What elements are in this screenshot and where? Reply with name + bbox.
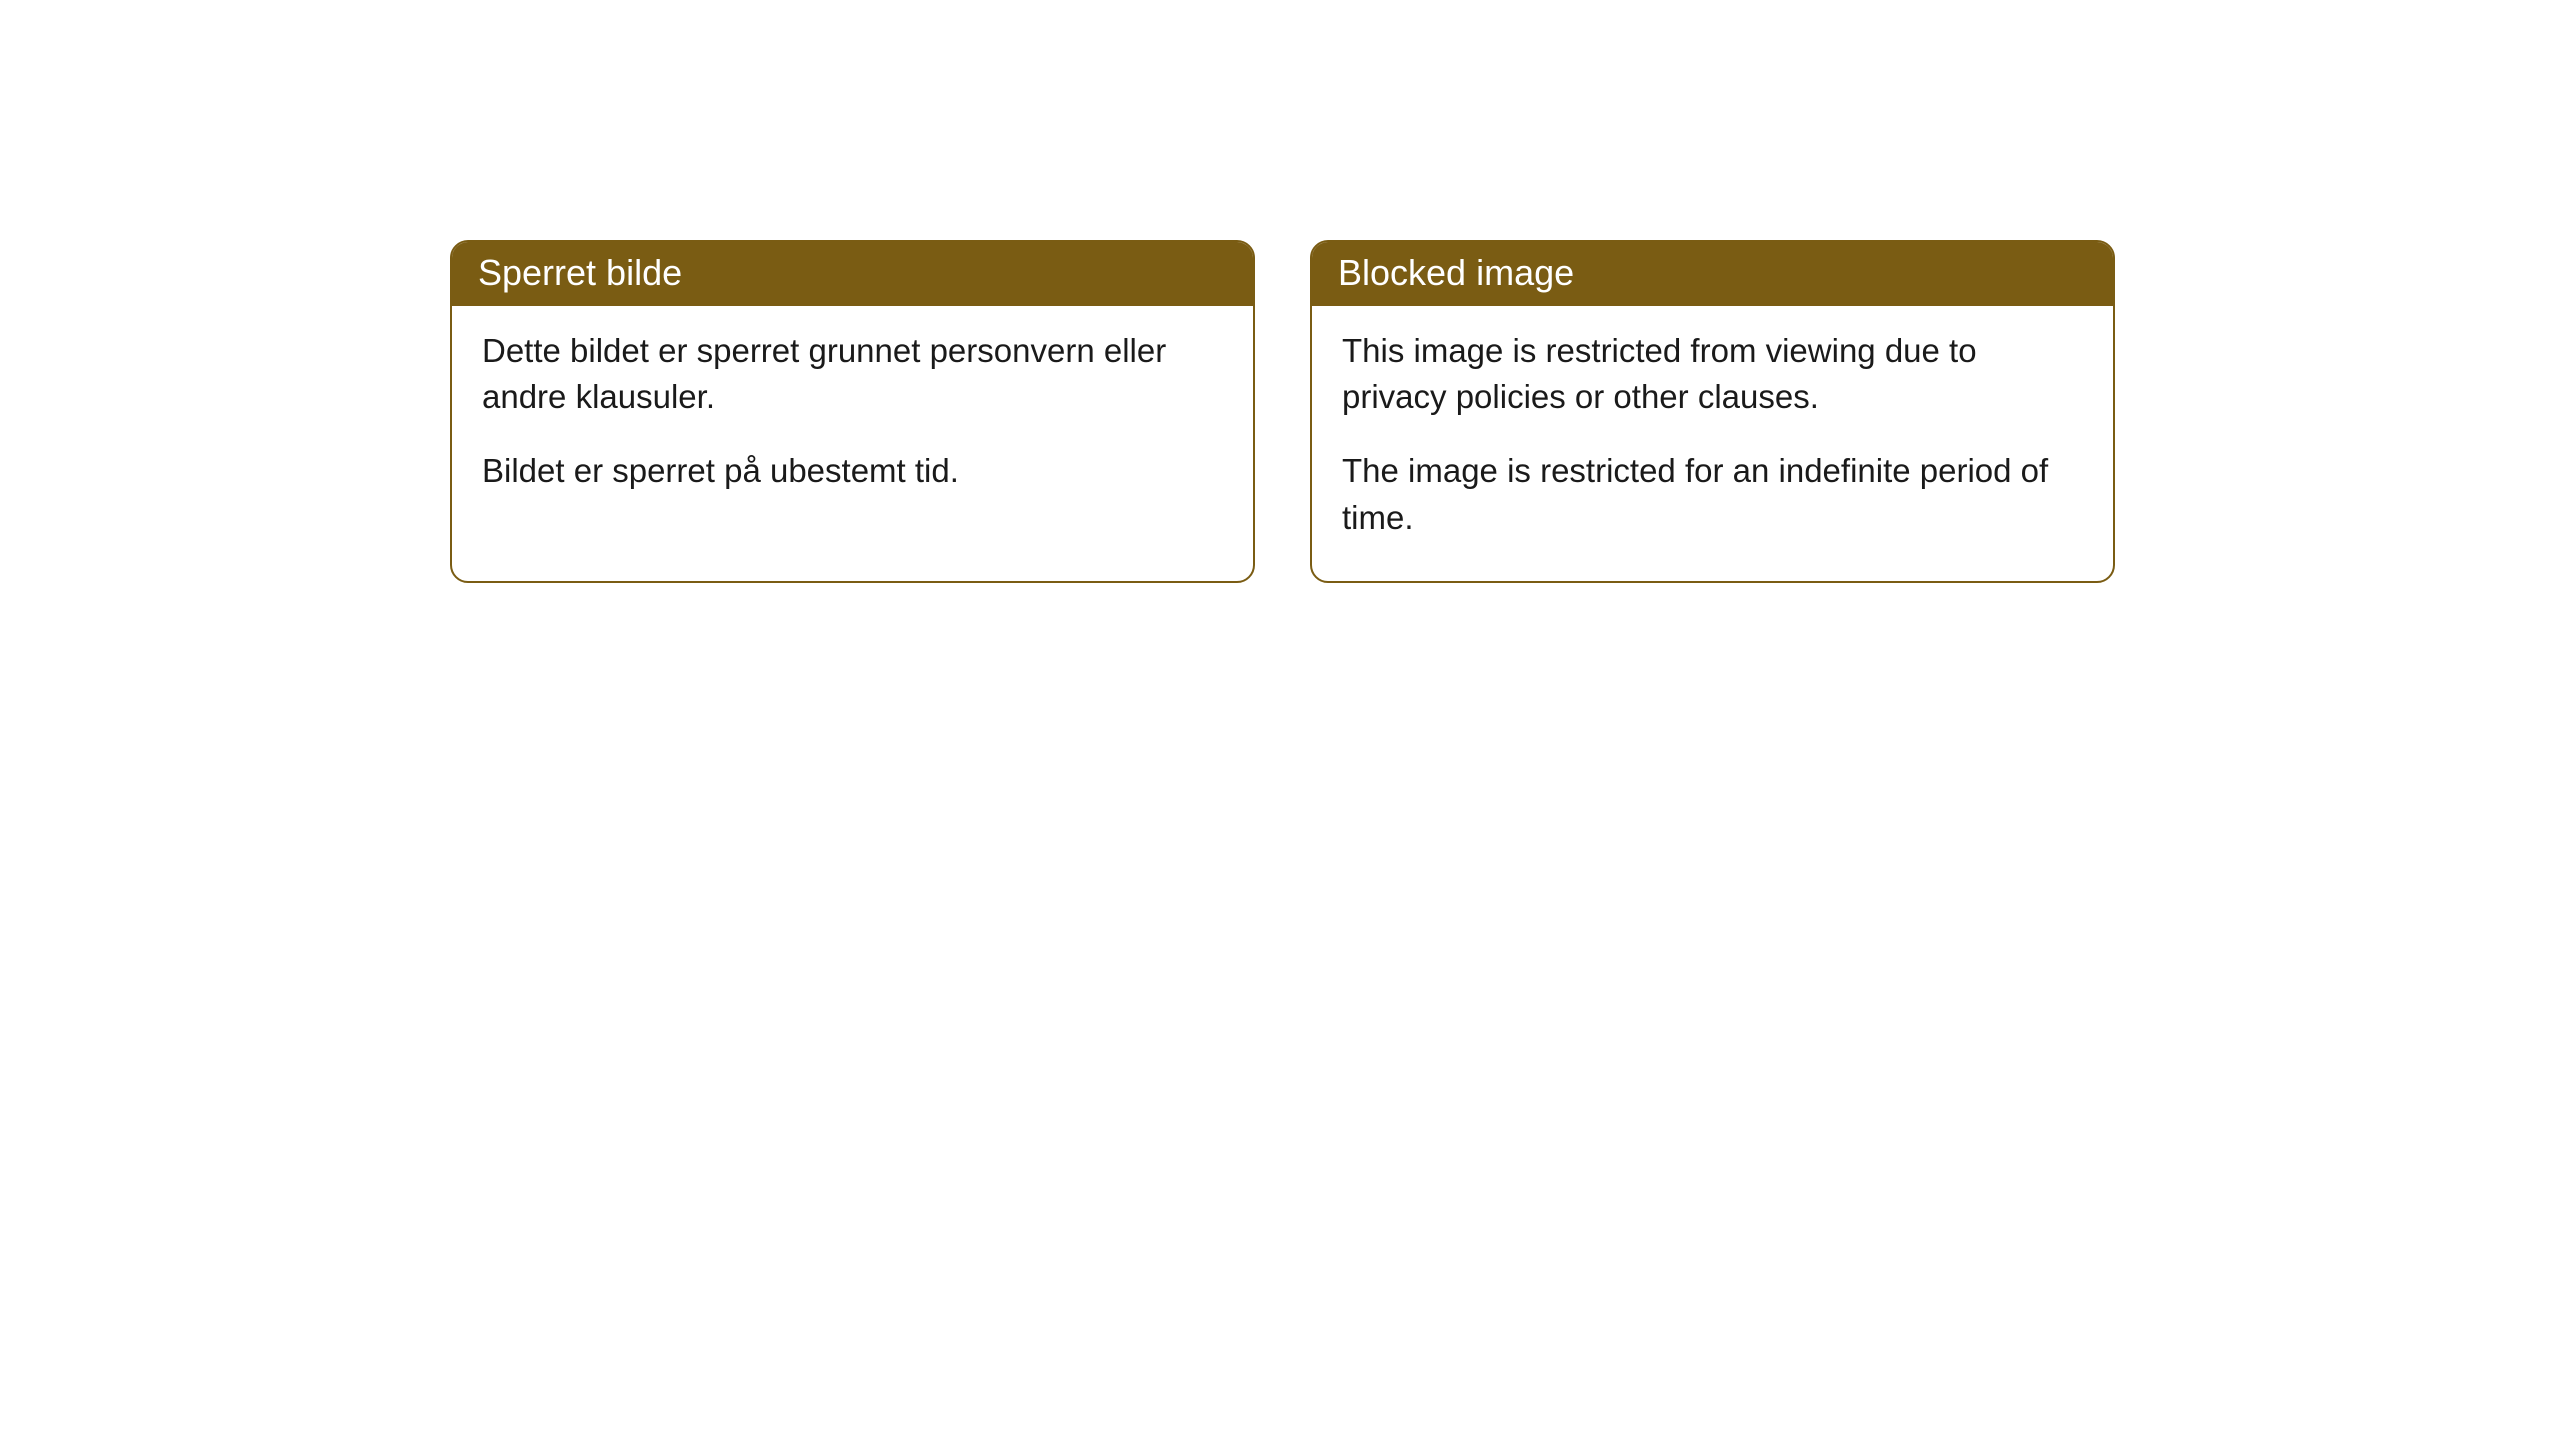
card-text-line1: This image is restricted from viewing du…	[1342, 328, 2083, 420]
card-text-line2: Bildet er sperret på ubestemt tid.	[482, 448, 1223, 494]
card-title: Sperret bilde	[478, 252, 682, 293]
card-body-norwegian: Dette bildet er sperret grunnet personve…	[452, 306, 1253, 535]
notice-card-norwegian: Sperret bilde Dette bildet er sperret gr…	[450, 240, 1255, 583]
card-text-line1: Dette bildet er sperret grunnet personve…	[482, 328, 1223, 420]
card-text-line2: The image is restricted for an indefinit…	[1342, 448, 2083, 540]
card-header-norwegian: Sperret bilde	[452, 242, 1253, 306]
card-header-english: Blocked image	[1312, 242, 2113, 306]
card-body-english: This image is restricted from viewing du…	[1312, 306, 2113, 581]
notice-card-english: Blocked image This image is restricted f…	[1310, 240, 2115, 583]
notice-cards-container: Sperret bilde Dette bildet er sperret gr…	[450, 240, 2115, 583]
card-title: Blocked image	[1338, 252, 1574, 293]
